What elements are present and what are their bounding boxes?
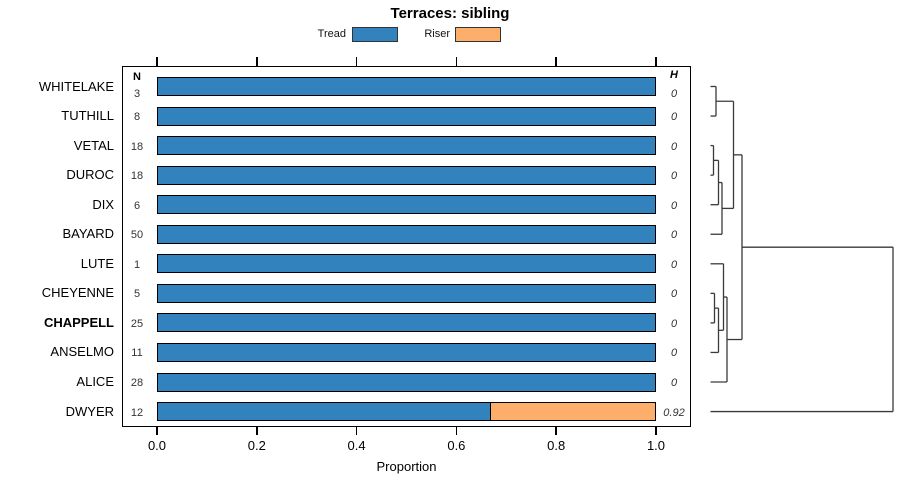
bar-dwyer <box>157 402 656 422</box>
bar-dix <box>157 195 656 215</box>
x-axis-bottom-tick-0.8 <box>555 427 557 435</box>
n-value-cheyenne: 5 <box>133 288 141 301</box>
plot-frame <box>122 66 691 427</box>
h-value-dix: 0 <box>670 199 678 212</box>
n-value-alice: 28 <box>130 377 144 389</box>
x-axis-tick-label-0.2: 0.2 <box>247 438 266 453</box>
h-value-dwyer: 0.92 <box>663 406 685 419</box>
x-axis-bottom-tick-1.0 <box>655 427 657 435</box>
bar-lute <box>157 254 656 274</box>
row-label-cheyenne: CHEYENNE <box>41 285 114 301</box>
x-axis-bottom-tick-0.6 <box>455 427 458 435</box>
n-value-bayard: 50 <box>130 229 144 242</box>
bar-tuthill <box>157 106 656 126</box>
bar-segment-tread <box>158 314 655 332</box>
h-value-anselmo: 0 <box>670 347 678 360</box>
n-value-chappell: 25 <box>130 317 144 330</box>
row-label-dix: DIX <box>92 196 114 212</box>
bar-segment-tread <box>158 255 655 273</box>
h-value-bayard: 0 <box>670 229 678 242</box>
bar-segment-tread <box>158 403 491 421</box>
h-value-cheyenne: 0 <box>670 288 678 301</box>
legend-swatch-riser <box>455 27 501 42</box>
x-axis-bottom-tick-0.2 <box>256 427 258 435</box>
h-value-chappell: 0 <box>670 317 678 330</box>
n-value-dwyer: 12 <box>130 406 144 419</box>
bar-bayard <box>157 224 656 244</box>
bar-segment-tread <box>158 284 655 302</box>
bar-anselmo <box>157 342 656 362</box>
n-value-anselmo: 11 <box>131 347 143 360</box>
bar-segment-tread <box>158 196 655 214</box>
row-label-anselmo: ANSELMO <box>50 344 114 360</box>
x-axis-tick-label-0.6: 0.6 <box>447 438 466 453</box>
chart-title: Terraces: sibling <box>390 5 510 22</box>
row-label-duroc: DUROC <box>66 167 114 183</box>
row-label-chappell: CHAPPELL <box>43 314 114 330</box>
h-value-whitelake: 0 <box>670 87 678 100</box>
h-column-header: H <box>670 69 678 81</box>
n-value-vetal: 18 <box>130 140 144 153</box>
n-value-duroc: 18 <box>130 170 144 183</box>
x-axis-top-tick-0.8 <box>555 57 557 66</box>
x-axis-bottom-tick-0.4 <box>355 427 358 435</box>
bar-segment-tread <box>158 343 655 361</box>
bar-segment-riser <box>490 403 655 421</box>
legend-swatch-tread <box>352 27 398 42</box>
h-value-tuthill: 0 <box>670 111 678 124</box>
bar-whitelake <box>157 77 656 96</box>
x-axis-tick-label-0.8: 0.8 <box>547 438 566 453</box>
x-axis-top-tick-0.0 <box>156 57 158 66</box>
row-label-vetal: VETAL <box>73 137 114 153</box>
n-column-header: N <box>133 71 141 83</box>
bar-alice <box>157 372 656 392</box>
h-value-alice: 0 <box>670 377 678 389</box>
row-label-lute: LUTE <box>80 255 114 271</box>
bar-segment-tread <box>158 78 655 95</box>
row-label-alice: ALICE <box>76 374 114 389</box>
bar-segment-tread <box>158 373 655 391</box>
x-axis-top-tick-1.0 <box>655 57 657 66</box>
bar-segment-tread <box>158 166 655 184</box>
n-value-tuthill: 8 <box>133 111 141 124</box>
bar-segment-tread <box>158 225 655 243</box>
n-value-whitelake: 3 <box>133 87 141 100</box>
x-axis-bottom-tick-0.0 <box>156 427 158 435</box>
x-axis-tick-label-0.4: 0.4 <box>347 438 366 453</box>
row-label-dwyer: DWYER <box>65 403 114 419</box>
row-label-whitelake: WHITELAKE <box>38 78 114 94</box>
h-value-duroc: 0 <box>670 170 678 183</box>
x-axis-tick-label-1.0: 1.0 <box>646 438 666 453</box>
x-axis-tick-label-0.0: 0.0 <box>147 438 167 453</box>
bar-segment-tread <box>158 107 655 125</box>
x-axis-top-tick-0.2 <box>256 57 258 66</box>
bar-segment-tread <box>158 137 655 155</box>
bar-duroc <box>157 165 656 185</box>
bar-cheyenne <box>157 283 656 303</box>
bar-chappell <box>157 313 656 333</box>
x-axis-label: Proportion <box>376 459 437 474</box>
n-value-dix: 6 <box>133 199 141 212</box>
n-value-lute: 1 <box>133 258 141 271</box>
bar-vetal <box>157 136 656 156</box>
x-axis-top-tick-0.6 <box>455 57 458 66</box>
legend-label-riser: Riser <box>424 28 450 40</box>
legend-label-tread: Tread <box>317 28 346 40</box>
x-axis-top-tick-0.4 <box>355 57 358 66</box>
h-value-vetal: 0 <box>670 140 678 153</box>
row-label-bayard: BAYARD <box>62 226 114 242</box>
h-value-lute: 0 <box>670 258 678 271</box>
row-label-tuthill: TUTHILL <box>61 108 114 124</box>
